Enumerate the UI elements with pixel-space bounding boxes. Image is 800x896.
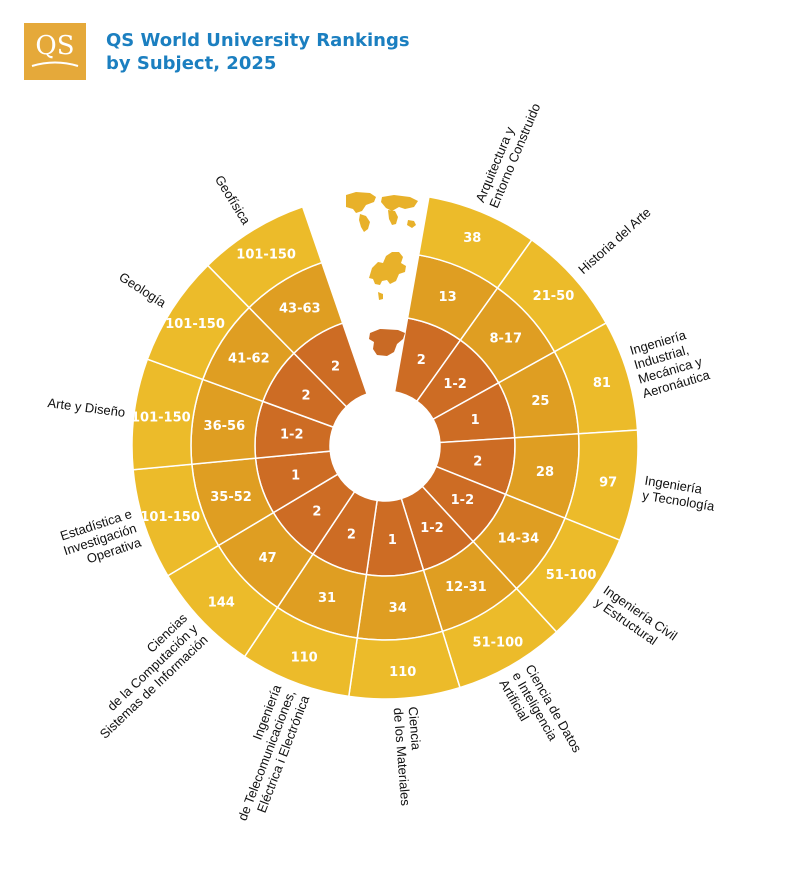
subject-label: Geofísica <box>212 173 254 228</box>
rank-label-outer: 144 <box>208 595 235 610</box>
rank-label-middle: 8-17 <box>489 332 522 347</box>
subject-label: Ciencia de Datose InteligenciaArtificial <box>496 662 585 771</box>
subject-label-line: Historia del Arte <box>575 205 653 277</box>
rank-label-outer: 51-100 <box>473 635 524 650</box>
subject-label: Arte y Diseño <box>47 395 126 420</box>
rank-label-inner: 2 <box>331 360 340 375</box>
subject-label: Historia del Arte <box>575 205 653 277</box>
subject-label-line: Ciencia <box>406 706 424 751</box>
logo-lettering: QS <box>35 31 74 61</box>
subject-label-line: Arte y Diseño <box>47 395 126 420</box>
qs-logo: QS <box>24 23 86 80</box>
rank-label-inner: 2 <box>312 504 321 519</box>
rank-label-inner: 1-2 <box>443 377 467 392</box>
subject-label: Estadística eInvestigaciónOperativa <box>57 506 144 573</box>
rank-label-inner: 2 <box>473 454 482 469</box>
rank-label-middle: 35-52 <box>210 490 252 505</box>
segment-10: 1-2 36-56 101-150 Arte y Diseño <box>47 358 335 471</box>
subject-label: Arquitectura yEntorno Construido <box>472 95 543 210</box>
world-map-icon <box>346 192 418 232</box>
subject-label: Cienciade los Materiales <box>391 706 429 807</box>
spain-map-icon <box>369 329 405 356</box>
rank-label-inner: 2 <box>347 527 356 542</box>
rank-label-inner: 1 <box>471 413 480 428</box>
rank-label-middle: 47 <box>259 551 277 566</box>
rank-label-outer: 101-150 <box>236 247 296 262</box>
rank-label-inner: 1-2 <box>280 427 304 442</box>
subject-label-line: Geofísica <box>212 173 254 228</box>
rank-label-middle: 14-34 <box>498 531 540 546</box>
subject-label: Geología <box>116 269 169 311</box>
rank-label-inner: 1 <box>291 469 300 484</box>
subject-label: Ingeniería Civily Estructural <box>592 582 680 656</box>
subject-label: Ingenieríade Telecomunicaciones,Eléctric… <box>221 682 313 828</box>
rank-label-outer: 101-150 <box>165 317 225 332</box>
rank-label-outer: 51-100 <box>546 568 597 583</box>
rank-label-middle: 43-63 <box>279 302 321 317</box>
rank-label-inner: 2 <box>417 353 426 368</box>
segment-12: 2 43-63 101-150 Geofísica <box>206 173 369 408</box>
rank-label-outer: 101-150 <box>131 411 191 426</box>
subject-label: Ingenieríay Tecnología <box>641 473 718 514</box>
rank-label-middle: 31 <box>318 591 336 606</box>
subject-label-line: Geología <box>116 269 169 311</box>
rank-label-middle: 41-62 <box>228 352 270 367</box>
subject-label-line: de la Computación y <box>104 621 201 714</box>
rank-label-middle: 28 <box>536 465 554 480</box>
title-line-2: by Subject, 2025 <box>106 53 277 74</box>
rank-label-middle: 36-56 <box>204 419 246 434</box>
chart-title: QS World University Rankings by Subject,… <box>106 29 410 75</box>
ring-outer-wedge <box>206 205 323 309</box>
segment-0: 2 13 38 Arquitectura yEntorno Construido <box>393 95 543 403</box>
rank-label-inner: 1-2 <box>420 521 444 536</box>
rank-label-middle: 34 <box>389 601 407 616</box>
rank-label-inner: 1 <box>388 533 397 548</box>
rank-label-outer: 110 <box>291 651 318 666</box>
rank-label-outer: 81 <box>593 376 611 391</box>
subject-label: IngenieríaIndustrial,Mecánica yAeronáuti… <box>628 324 712 401</box>
rank-label-middle: 12-31 <box>445 580 487 595</box>
rank-label-outer: 97 <box>599 475 617 490</box>
rank-label-outer: 38 <box>463 231 481 246</box>
rank-label-inner: 2 <box>301 389 310 404</box>
rank-label-middle: 25 <box>531 394 549 409</box>
world-europe-spain-map <box>346 192 418 356</box>
rank-label-outer: 101-150 <box>140 510 200 525</box>
rank-label-outer: 110 <box>389 665 416 680</box>
segment-3: 2 28 97 Ingenieríay Tecnología <box>435 429 718 542</box>
segment-6: 1 34 110 Cienciade los Materiales <box>347 497 461 807</box>
rank-label-outer: 21-50 <box>533 289 575 304</box>
rank-label-middle: 13 <box>439 290 457 305</box>
subject-label: Cienciasde la Computación ySistemas de I… <box>76 610 211 742</box>
title-line-1: QS World University Rankings <box>106 30 410 51</box>
rank-label-inner: 1-2 <box>451 493 475 508</box>
europe-map-icon <box>369 252 406 300</box>
